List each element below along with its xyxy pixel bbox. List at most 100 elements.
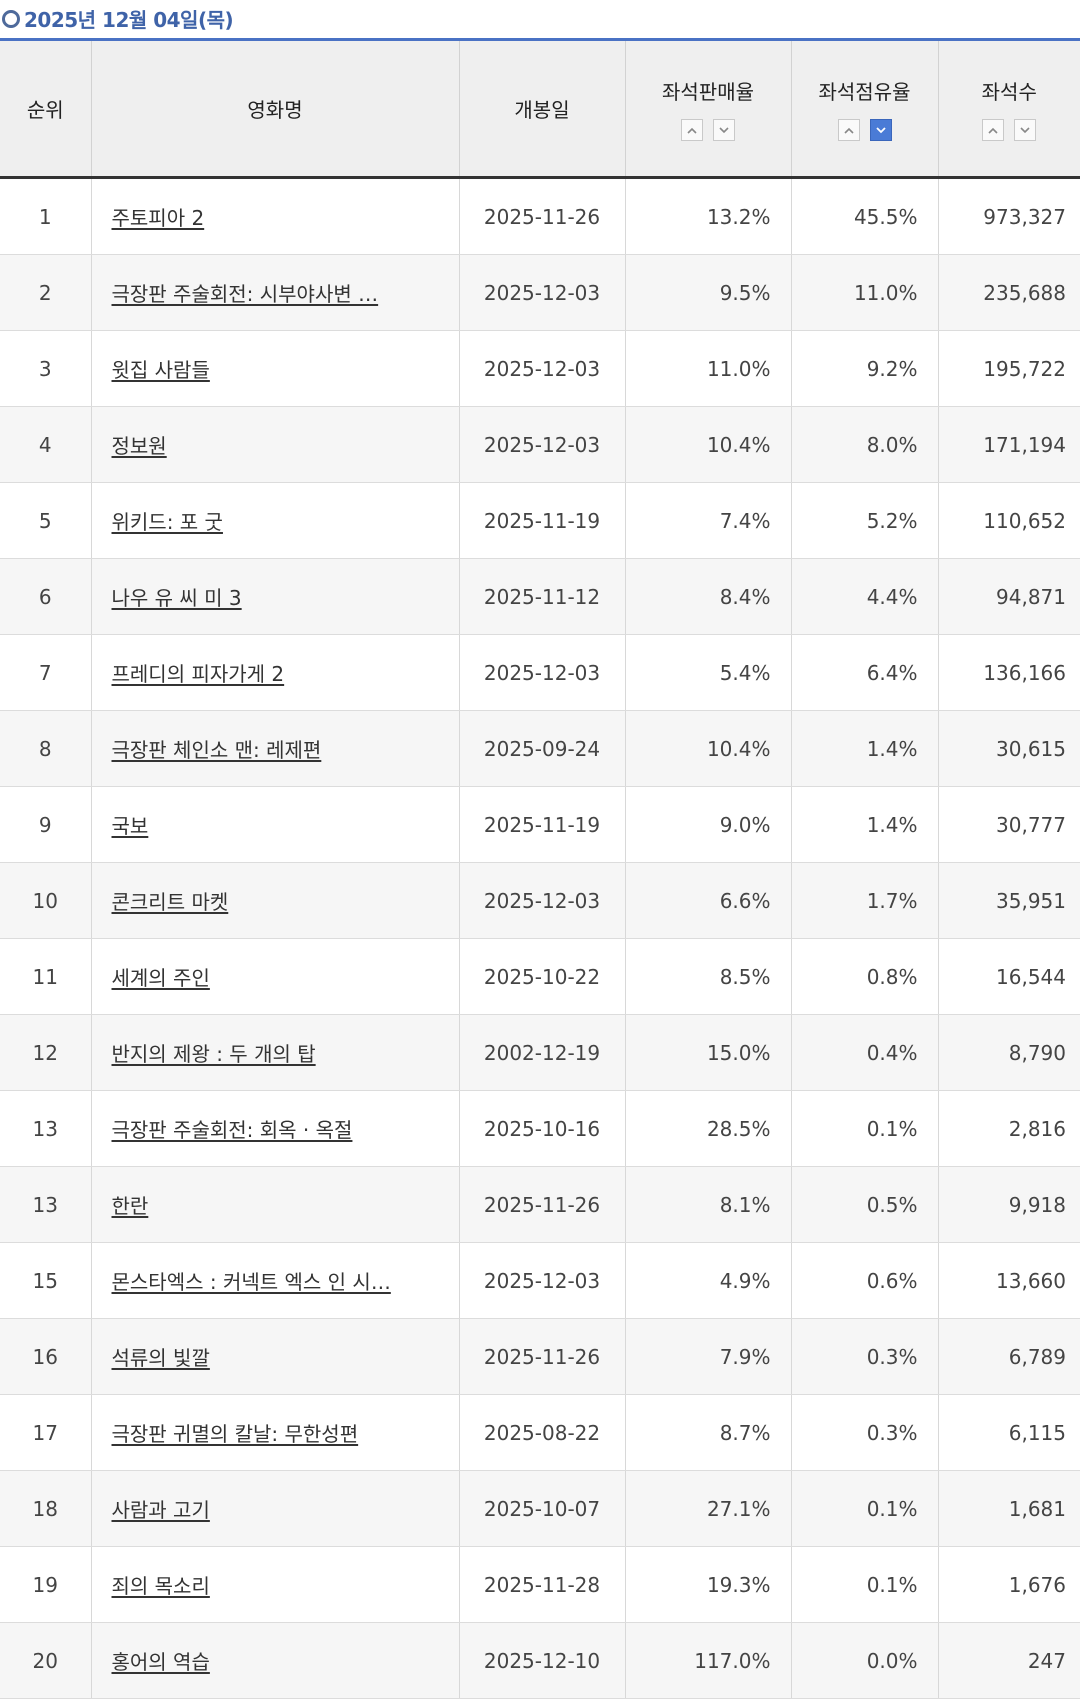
table-row: 10 콘크리트 마켓 2025-12-03 6.6% 1.7% 35,951 <box>0 862 1080 939</box>
cell-share: 1.7% <box>791 862 939 939</box>
cell-release: 2025-10-07 <box>459 1470 626 1547</box>
table-row: 2 극장판 주술회전: 시부야사변 … 2025-12-03 9.5% 11.0% 235… <box>0 254 1080 331</box>
cell-rank: 15 <box>0 1242 92 1319</box>
movie-title-link[interactable]: 사람과 고기 <box>111 1498 210 1522</box>
chevron-up-icon <box>843 127 854 134</box>
cell-seats: 9,918 <box>938 1166 1080 1243</box>
cell-rank: 16 <box>0 1318 92 1395</box>
table-row: 13 한란 2025-11-26 8.1% 0.5% 9,918 <box>0 1166 1080 1243</box>
cell-share: 8.0% <box>791 406 939 483</box>
sort-share-desc-button[interactable] <box>869 119 892 141</box>
movie-title-link[interactable]: 위키드: 포 굿 <box>111 510 223 534</box>
table-row: 17 극장판 귀멸의 칼날: 무한성편 2025-08-22 8.7% 0.3% 6,11… <box>0 1394 1080 1471</box>
cell-release: 2025-12-03 <box>459 330 626 407</box>
chevron-down-icon <box>719 126 729 133</box>
cell-sales-rate: 19.3% <box>625 1546 792 1623</box>
movie-title-link[interactable]: 몬스타엑스 : 커넥트 엑스 인 시… <box>111 1270 391 1294</box>
cell-rank: 17 <box>0 1394 92 1471</box>
cell-share: 0.8% <box>791 938 939 1015</box>
cell-share: 0.5% <box>791 1166 939 1243</box>
cell-share: 0.1% <box>791 1470 939 1547</box>
cell-seats: 247 <box>938 1622 1080 1699</box>
cell-seats: 94,871 <box>938 558 1080 635</box>
movie-title-link[interactable]: 석류의 빛깔 <box>111 1346 210 1370</box>
cell-title: 사람과 고기 <box>91 1470 460 1547</box>
cell-sales-rate: 8.4% <box>625 558 792 635</box>
header-divider <box>0 38 1080 41</box>
table-row: 6 나우 유 씨 미 3 2025-11-12 8.4% 4.4% 94,871 <box>0 558 1080 635</box>
movie-title-link[interactable]: 반지의 제왕 : 두 개의 탑 <box>111 1042 316 1066</box>
cell-rank: 1 <box>0 177 92 255</box>
cell-title: 극장판 귀멸의 칼날: 무한성편 <box>91 1394 460 1471</box>
cell-title: 국보 <box>91 786 460 863</box>
movie-title-link[interactable]: 홍어의 역습 <box>111 1650 210 1674</box>
cell-sales-rate: 9.0% <box>625 786 792 863</box>
movie-title-link[interactable]: 국보 <box>111 814 149 838</box>
movie-title-link[interactable]: 윗집 사람들 <box>111 358 210 382</box>
cell-title: 한란 <box>91 1166 460 1243</box>
cell-release: 2025-12-03 <box>459 634 626 711</box>
cell-title: 홍어의 역습 <box>91 1622 460 1699</box>
cell-release: 2025-12-03 <box>459 254 626 331</box>
date-title: 2025년 12월 04일(목) <box>24 8 234 32</box>
table-row: 16 석류의 빛깔 2025-11-26 7.9% 0.3% 6,789 <box>0 1318 1080 1395</box>
cell-rank: 13 <box>0 1090 92 1167</box>
cell-seats: 13,660 <box>938 1242 1080 1319</box>
cell-sales-rate: 10.4% <box>625 406 792 483</box>
sort-seats-asc-button[interactable] <box>982 119 1005 141</box>
cell-seats: 2,816 <box>938 1090 1080 1167</box>
cell-release: 2025-12-03 <box>459 1242 626 1319</box>
cell-share: 1.4% <box>791 786 939 863</box>
cell-rank: 8 <box>0 710 92 787</box>
cell-title: 세계의 주인 <box>91 938 460 1015</box>
cell-title: 반지의 제왕 : 두 개의 탑 <box>91 1014 460 1091</box>
table-row: 8 극장판 체인소 맨: 레제편 2025-09-24 10.4% 1.4% 30,615 <box>0 710 1080 787</box>
movie-title-link[interactable]: 극장판 주술회전: 회옥 · 옥절 <box>111 1118 353 1142</box>
movie-title-link[interactable]: 콘크리트 마켓 <box>111 890 229 914</box>
cell-share: 11.0% <box>791 254 939 331</box>
cell-seats: 973,327 <box>938 177 1080 255</box>
cell-share: 1.4% <box>791 710 939 787</box>
movie-title-link[interactable]: 한란 <box>111 1194 149 1218</box>
cell-rank: 7 <box>0 634 92 711</box>
cell-share: 0.1% <box>791 1090 939 1167</box>
cell-release: 2025-12-03 <box>459 862 626 939</box>
cell-release: 2025-11-26 <box>459 1318 626 1395</box>
movie-title-link[interactable]: 극장판 주술회전: 시부야사변 … <box>111 282 379 306</box>
movie-title-link[interactable]: 극장판 체인소 맨: 레제편 <box>111 738 322 762</box>
movie-title-link[interactable]: 주토피아 2 <box>111 206 205 230</box>
cell-rank: 19 <box>0 1546 92 1623</box>
cell-share: 5.2% <box>791 482 939 559</box>
cell-rank: 6 <box>0 558 92 635</box>
cell-sales-rate: 5.4% <box>625 634 792 711</box>
movie-title-link[interactable]: 나우 유 씨 미 3 <box>111 586 242 610</box>
cell-sales-rate: 13.2% <box>625 177 792 255</box>
cell-sales-rate: 8.1% <box>625 1166 792 1243</box>
table-row: 7 프레디의 피자가게 2 2025-12-03 5.4% 6.4% 136,166 <box>0 634 1080 711</box>
col-header-release: 개봉일 <box>459 41 626 179</box>
sort-seats-desc-button[interactable] <box>1014 119 1037 141</box>
sort-share-asc-button[interactable] <box>837 119 860 141</box>
cell-seats: 8,790 <box>938 1014 1080 1091</box>
cell-rank: 13 <box>0 1166 92 1243</box>
table-row: 15 몬스타엑스 : 커넥트 엑스 인 시… 2025-12-03 4.9% 0.6% 1… <box>0 1242 1080 1319</box>
cell-title: 윗집 사람들 <box>91 330 460 407</box>
cell-rank: 20 <box>0 1622 92 1699</box>
movie-title-link[interactable]: 죄의 목소리 <box>111 1574 210 1598</box>
cell-seats: 30,777 <box>938 786 1080 863</box>
sort-sales-desc-button[interactable] <box>713 119 735 141</box>
cell-seats: 35,951 <box>938 862 1080 939</box>
movie-title-link[interactable]: 정보원 <box>111 434 167 458</box>
cell-title: 위키드: 포 굿 <box>91 482 460 559</box>
cell-release: 2025-11-26 <box>459 177 626 255</box>
cell-release: 2025-11-28 <box>459 1546 626 1623</box>
movie-title-link[interactable]: 극장판 귀멸의 칼날: 무한성편 <box>111 1422 359 1446</box>
cell-sales-rate: 28.5% <box>625 1090 792 1167</box>
sort-sales-asc-button[interactable] <box>681 119 703 141</box>
movie-title-link[interactable]: 프레디의 피자가게 2 <box>111 662 285 686</box>
cell-sales-rate: 11.0% <box>625 330 792 407</box>
cell-share: 4.4% <box>791 558 939 635</box>
table-header-row: 순위 영화명 개봉일 좌석판매율 좌석점유율 <box>0 41 1080 179</box>
cell-seats: 6,789 <box>938 1318 1080 1395</box>
movie-title-link[interactable]: 세계의 주인 <box>111 966 210 990</box>
